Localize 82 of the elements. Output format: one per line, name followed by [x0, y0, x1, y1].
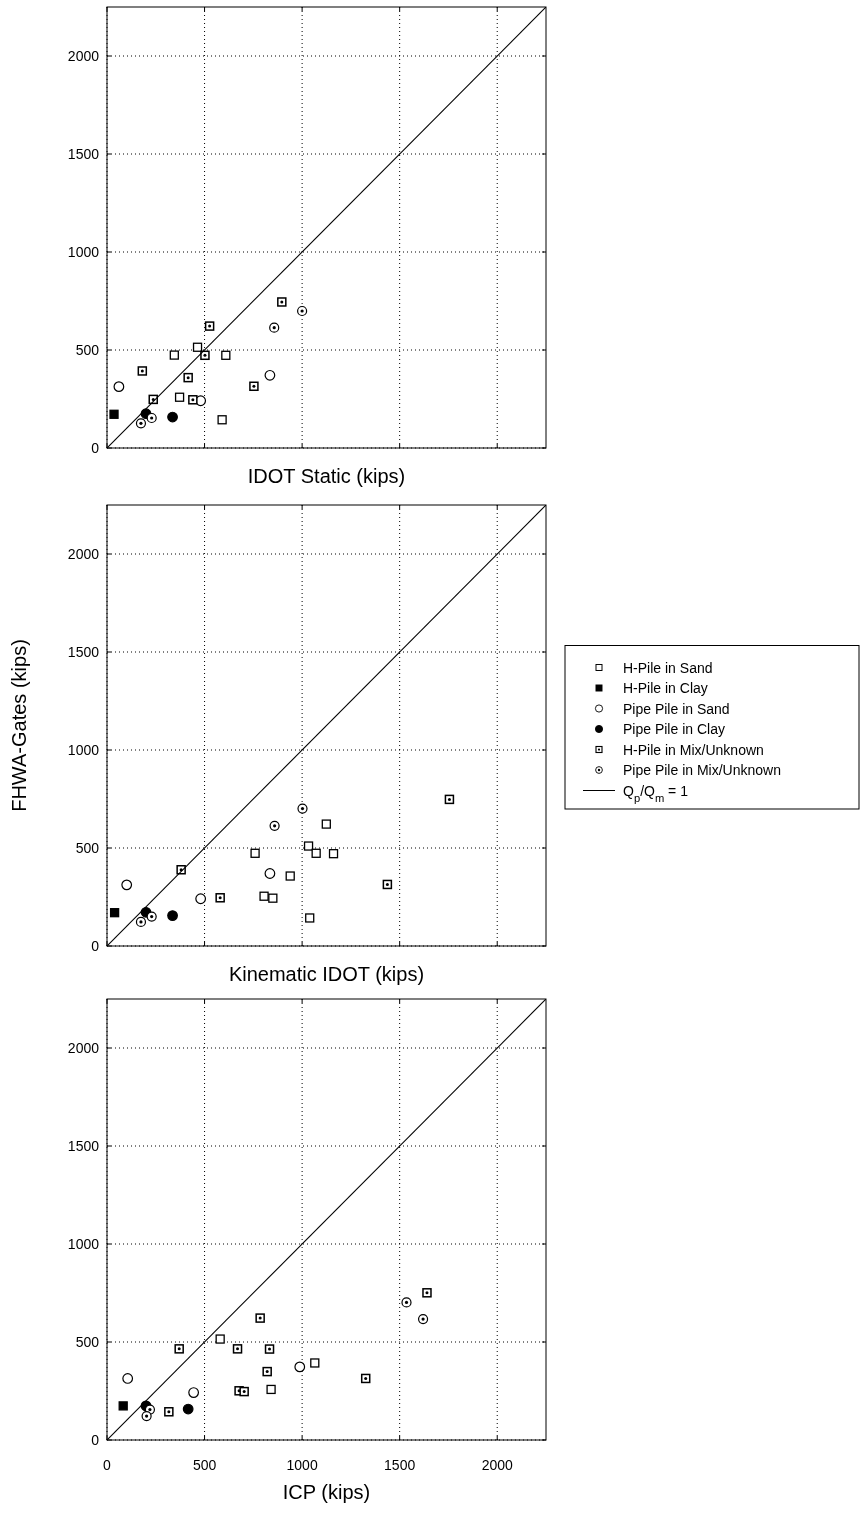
- point: [310, 1358, 320, 1368]
- point: [264, 868, 276, 879]
- point: [195, 893, 207, 905]
- point: [167, 411, 178, 423]
- point: [297, 305, 308, 317]
- point: [297, 803, 308, 814]
- point: [200, 350, 210, 361]
- point: [239, 1386, 249, 1397]
- point: [321, 819, 331, 829]
- point: [269, 322, 280, 333]
- y-tick-label: 0: [91, 1432, 100, 1448]
- y-tick-label: 500: [75, 342, 100, 358]
- point: [192, 342, 203, 352]
- point: [174, 392, 185, 402]
- y-tick-label: 2000: [67, 546, 100, 562]
- point: [217, 415, 227, 425]
- legend-label: Q$_{p}$/Q$_{m}$ = 1: [623, 782, 689, 804]
- y-tick-label: 0: [91, 938, 100, 954]
- legend-label: H-Pile in Clay: [623, 680, 708, 696]
- x-tick-label: 1500: [384, 1457, 416, 1473]
- y-tick-label: 2000: [67, 1040, 100, 1056]
- point: [109, 409, 119, 419]
- point: [268, 893, 278, 903]
- point: [135, 916, 147, 927]
- y-tick-label: 2000: [67, 48, 100, 64]
- point: [146, 412, 157, 424]
- y-tick-label: 1000: [67, 244, 100, 260]
- point: [285, 871, 295, 881]
- point: [118, 1401, 128, 1411]
- point: [249, 381, 259, 392]
- x-tick-label: 500: [192, 1457, 217, 1473]
- x-axis-title: Kinematic IDOT (kips): [228, 963, 425, 985]
- x-tick-label: 2000: [481, 1457, 513, 1473]
- x-axis-title: IDOT Static (kips): [247, 465, 406, 487]
- point: [146, 911, 157, 922]
- point: [182, 1403, 194, 1415]
- point: [188, 1387, 200, 1398]
- point: [305, 913, 315, 923]
- point: [221, 350, 231, 360]
- point: [121, 879, 133, 891]
- y-axis-title: FHWA-Gates (kips): [8, 639, 30, 812]
- legend-label: Pipe Pile in Sand: [623, 700, 730, 717]
- legend-label: H-Pile in Mix/Unknown: [623, 741, 764, 758]
- point: [269, 820, 280, 831]
- point: [232, 1344, 243, 1354]
- point: [303, 841, 314, 851]
- y-tick-label: 1500: [67, 146, 100, 162]
- point: [401, 1297, 412, 1308]
- point: [259, 891, 269, 901]
- x-axis-title: ICP (kips): [282, 1481, 371, 1503]
- point: [113, 381, 125, 393]
- point: [215, 1334, 225, 1344]
- y-tick-label: 0: [91, 440, 100, 456]
- y-tick-label: 1500: [67, 644, 100, 660]
- point: [328, 849, 339, 859]
- point: [264, 1344, 275, 1354]
- y-tick-label: 1500: [67, 1138, 100, 1154]
- y-tick-label: 500: [75, 1334, 100, 1350]
- x-tick-label: 1000: [286, 1457, 318, 1473]
- legend-label: H-Pile in Sand: [623, 659, 713, 676]
- point: [109, 908, 120, 918]
- point: [183, 372, 193, 383]
- point: [135, 418, 147, 429]
- legend-label: Pipe Pile in Clay: [623, 721, 725, 737]
- point: [266, 1384, 276, 1395]
- point: [122, 1373, 134, 1384]
- point: [141, 1410, 152, 1422]
- point: [294, 1361, 306, 1373]
- point: [262, 1366, 272, 1377]
- legend-label: Pipe Pile in Mix/Unknown: [623, 762, 781, 778]
- point: [311, 848, 321, 858]
- point: [264, 369, 276, 381]
- point: [167, 910, 178, 922]
- point: [204, 321, 215, 331]
- point: [169, 350, 179, 360]
- point: [250, 848, 260, 858]
- x-tick-label: 0: [103, 1457, 112, 1473]
- y-tick-label: 1000: [67, 742, 100, 758]
- point: [137, 366, 148, 376]
- y-tick-label: 1000: [67, 1236, 100, 1252]
- point: [417, 1313, 429, 1325]
- y-tick-label: 500: [75, 840, 100, 856]
